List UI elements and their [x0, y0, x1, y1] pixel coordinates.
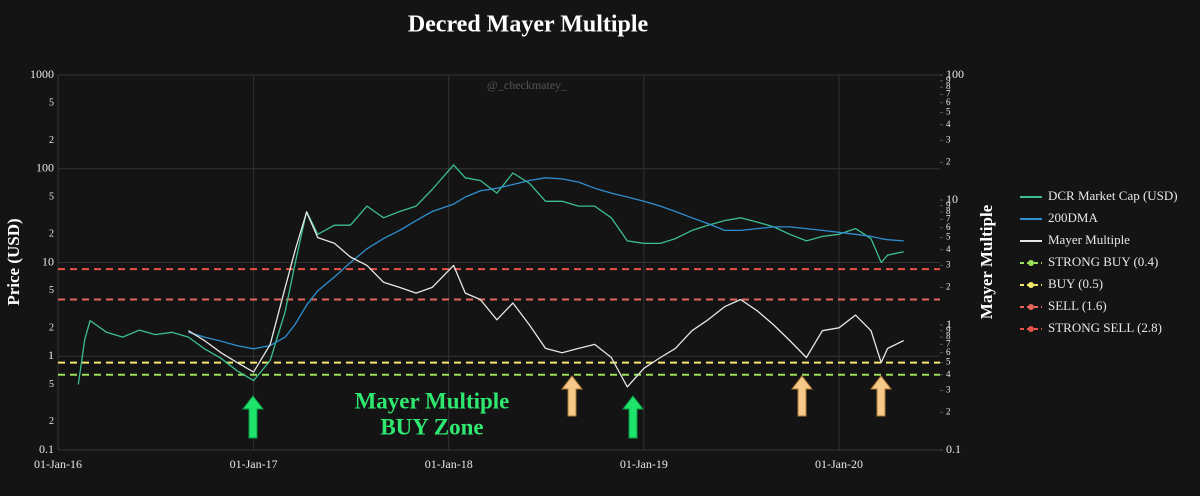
y-tick-label: 5 [49, 285, 54, 296]
y-axis-title: Price (USD) [4, 218, 23, 305]
y2-tick-label: 6 [946, 222, 951, 232]
chart-title: Decred Mayer Multiple [408, 12, 649, 38]
legend-label: DCR Market Cap (USD) [1048, 188, 1178, 203]
arrow-orange [790, 375, 814, 417]
legend-label: STRONG SELL (2.8) [1048, 320, 1162, 335]
y-tick-label: 2 [49, 135, 54, 146]
arrow-green [241, 395, 265, 439]
annotation: Mayer Multiple [355, 388, 510, 413]
y2-tick-label: 7 [946, 338, 951, 348]
arrow-orange [869, 375, 893, 417]
y-tick-label: 1 [48, 348, 54, 362]
y2-tick-label: 2 [946, 156, 951, 166]
x-tick-label: 01-Jan-19 [620, 457, 668, 471]
y2-tick-label: 3 [946, 384, 951, 394]
legend-label: SELL (1.6) [1048, 298, 1107, 313]
y-tick-label: 5 [49, 191, 54, 202]
y2-tick-label: 3 [946, 134, 951, 144]
y-tick-label: 5 [49, 98, 54, 109]
series-line [188, 211, 904, 388]
y2-tick-label: 2 [946, 406, 951, 416]
y2-tick-label: 5 [946, 232, 951, 242]
y2-tick-label: 9 [946, 325, 951, 335]
y2-tick-label: 4 [946, 119, 951, 129]
grid [57, 74, 940, 451]
y2-tick-label: 9 [946, 200, 951, 210]
y-tick-label: 2 [49, 322, 54, 333]
watermark: @_checkmatey_ [487, 78, 568, 92]
y2-tick-label: 6 [946, 97, 951, 107]
legend-label: STRONG BUY (0.4) [1048, 254, 1158, 269]
arrows [241, 375, 893, 439]
arrow-orange [560, 375, 584, 417]
x-tick-label: 01-Jan-20 [815, 457, 863, 471]
y-tick-label: 2 [49, 229, 54, 240]
y2-tick-label: 4 [946, 244, 951, 254]
legend-label: BUY (0.5) [1048, 276, 1103, 291]
legend-dot [1028, 282, 1034, 288]
y2-tick-label: 10 [946, 192, 958, 206]
y2-tick-label: 7 [946, 213, 951, 223]
y2-tick-label: 2 [946, 281, 951, 291]
y2-tick-label: 9 [946, 75, 951, 85]
plot: 01-Jan-16 01-Jan-17 01-Jan-18 01-Jan-19 01-J… [30, 67, 964, 471]
legend-label: Mayer Multiple [1048, 232, 1130, 247]
y-tick-label: 0.1 [39, 442, 54, 456]
arrow-green [621, 395, 645, 439]
y2-tick-label: 1 [946, 317, 952, 331]
y2-tick-label: 7 [946, 88, 951, 98]
y2-tick-label: 8 [946, 81, 951, 91]
x-tick-label: 01-Jan-17 [230, 457, 278, 471]
annotation: BUY Zone [380, 414, 483, 439]
legend-dot [1028, 326, 1034, 332]
y2-tick-label: 5 [946, 107, 951, 117]
legend-label: 200DMA [1048, 210, 1098, 225]
legend-dot [1028, 260, 1034, 266]
legend: DCR Market Cap (USD) 200DMA Mayer Multiple… [1020, 188, 1178, 335]
y-tick-label: 1000 [30, 67, 54, 81]
y2-tick-label: 6 [946, 347, 951, 357]
y2-tick-label: 4 [946, 369, 951, 379]
y2-tick-label: 5 [946, 357, 951, 367]
y2-tick-label: 8 [946, 331, 951, 341]
y-tick-label: 100 [36, 161, 54, 175]
y-tick-label: 5 [49, 379, 54, 390]
series-line [188, 177, 904, 350]
y2-tick-label: 3 [946, 259, 951, 269]
y-tick-label: 10 [42, 254, 54, 268]
y2-tick-label: 100 [946, 67, 964, 81]
y2-tick-label: 8 [946, 206, 951, 216]
x-tick-label: 01-Jan-18 [425, 457, 473, 471]
y-tick-label: 2 [49, 416, 54, 427]
y2-axis-title: Mayer Multiple [977, 204, 996, 319]
x-tick-label: 01-Jan-16 [34, 457, 82, 471]
y2-tick-label: 0.1 [946, 442, 961, 456]
legend-dot [1028, 304, 1034, 310]
